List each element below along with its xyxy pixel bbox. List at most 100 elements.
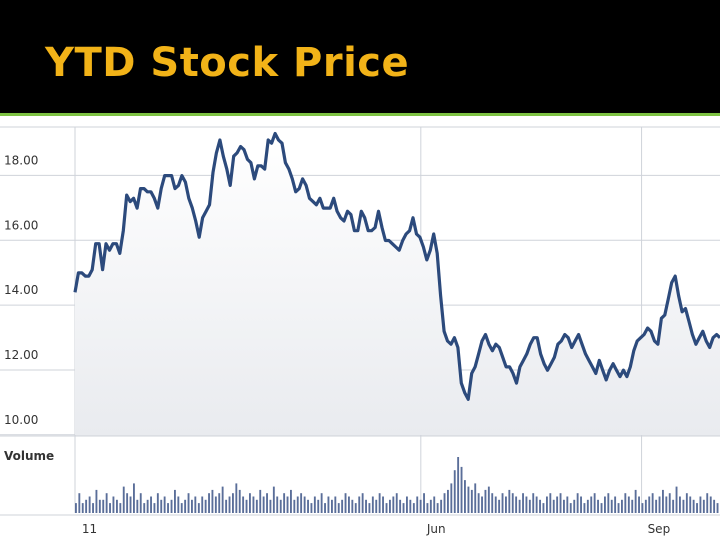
volume-bar	[689, 496, 692, 513]
volume-bar	[313, 496, 316, 513]
volume-bar	[515, 496, 518, 513]
volume-bar	[341, 499, 344, 513]
y-tick-label: 10.00	[4, 413, 38, 427]
volume-bar	[621, 499, 623, 513]
volume-bar	[98, 499, 101, 513]
volume-bar	[658, 496, 661, 513]
volume-bar	[525, 496, 528, 513]
volume-bar	[539, 499, 541, 513]
volume-bar	[201, 496, 204, 513]
volume-bar	[511, 493, 514, 513]
volume-bar	[580, 496, 582, 513]
volume-bar	[696, 503, 698, 513]
volume-bar	[583, 503, 586, 513]
volume-bar	[709, 496, 712, 513]
volume-bar	[423, 493, 425, 513]
volume-bar	[549, 493, 552, 513]
volume-bar	[631, 499, 634, 513]
volume-bar	[416, 496, 419, 513]
volume-bar	[593, 493, 596, 513]
volume-bar	[327, 496, 330, 513]
volume-bar	[406, 496, 408, 513]
volume-bar	[453, 470, 456, 513]
volume-bar	[402, 503, 405, 513]
volume-bar	[276, 496, 279, 513]
volume-bar	[559, 493, 562, 513]
volume-bar	[498, 499, 501, 513]
volume-bar	[484, 489, 487, 513]
volume-bar	[508, 489, 511, 513]
volume-bar	[146, 499, 149, 513]
volume-bar	[505, 496, 507, 513]
volume-bar	[679, 496, 681, 513]
volume-bar	[665, 496, 668, 513]
volume-bar	[436, 503, 439, 513]
page-title: YTD Stock Price	[45, 40, 410, 86]
title-bar: YTD Stock Price	[0, 0, 720, 113]
volume-bar	[310, 503, 313, 513]
volume-bar	[348, 496, 350, 513]
volume-bar	[614, 496, 617, 513]
volume-label: Volume	[4, 449, 54, 463]
volume-bar	[378, 493, 381, 513]
volume-bar	[518, 499, 521, 513]
volume-bar	[286, 496, 289, 513]
volume-bar	[160, 499, 163, 513]
volume-bar	[174, 489, 176, 513]
volume-bar	[300, 493, 303, 513]
volume-bar	[426, 503, 429, 513]
volume-bar	[211, 489, 214, 513]
volume-bar	[641, 503, 644, 513]
volume-bar	[494, 496, 497, 513]
volume-bar	[627, 496, 630, 513]
volume-bar	[706, 493, 709, 513]
volume-bar	[474, 483, 477, 513]
volume-bar	[522, 493, 524, 513]
volume-bar	[556, 496, 559, 513]
volume-bar	[702, 499, 705, 513]
accent-line	[0, 113, 720, 116]
volume-bar	[716, 503, 719, 513]
volume-bar	[607, 493, 610, 513]
volume-bar	[412, 503, 415, 513]
volume-bar	[334, 496, 337, 513]
volume-bar	[617, 503, 620, 513]
volume-bar	[655, 499, 658, 513]
volume-bar	[259, 489, 262, 513]
volume-bar	[375, 499, 378, 513]
volume-bar	[235, 483, 238, 513]
volume-bar	[563, 499, 565, 513]
volume-bar	[170, 499, 173, 513]
volume-bar	[365, 499, 367, 513]
volume-bar	[85, 499, 88, 513]
volume-bar	[648, 496, 651, 513]
volume-bar	[126, 493, 129, 513]
volume-bar	[382, 496, 384, 513]
volume-bar	[221, 486, 224, 513]
volume-bar	[194, 496, 197, 513]
volume-bar	[88, 496, 91, 513]
volume-bar	[119, 503, 122, 513]
volume-bar	[262, 496, 265, 513]
volume-bar	[586, 499, 589, 513]
volume-bar	[252, 496, 255, 513]
volume-bar	[167, 503, 169, 513]
volume-bar	[283, 493, 286, 513]
volume-bar	[317, 499, 320, 513]
volume-bar	[651, 493, 654, 513]
volume-bar	[225, 499, 228, 513]
volume-bar	[429, 499, 432, 513]
volume-bar	[675, 486, 678, 513]
volume-bar	[481, 496, 483, 513]
volume-bar	[597, 499, 599, 513]
volume-bar	[552, 499, 555, 513]
volume-bar	[699, 496, 702, 513]
volume-bar	[354, 503, 357, 513]
volume-bar	[324, 503, 326, 513]
volume-bar	[95, 489, 98, 513]
volume-bar	[92, 503, 94, 513]
volume-bar	[638, 496, 640, 513]
volume-bar	[351, 499, 354, 513]
volume-bar	[682, 499, 685, 513]
volume-bar	[293, 499, 296, 513]
